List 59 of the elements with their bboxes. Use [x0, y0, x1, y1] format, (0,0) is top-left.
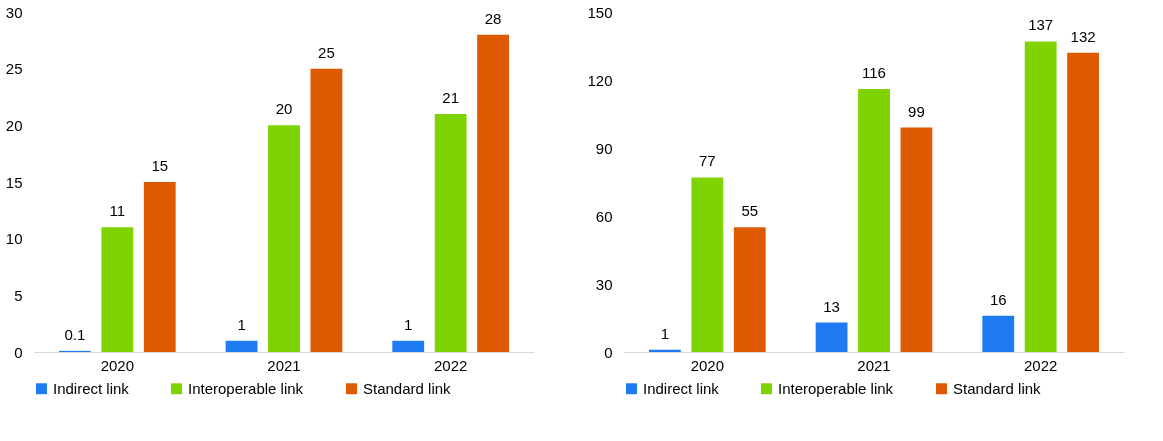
- data-label: 77: [698, 152, 716, 170]
- bar: [143, 182, 176, 352]
- data-label: 16: [989, 290, 1007, 308]
- data-label: 1: [404, 315, 413, 333]
- bar: [1024, 41, 1057, 352]
- data-label: 55: [741, 202, 759, 220]
- bar: [982, 315, 1015, 352]
- y-tick-label: 5: [14, 286, 23, 304]
- bar: [733, 227, 766, 352]
- bar: [434, 114, 467, 352]
- x-tick-label: 2021: [857, 356, 891, 374]
- bar: [225, 340, 258, 352]
- legend-label: Indirect link: [643, 379, 720, 397]
- y-tick-label: 120: [587, 71, 613, 89]
- x-tick-label: 2020: [100, 356, 135, 374]
- data-label: 15: [151, 157, 169, 174]
- y-tick-label: 0: [14, 343, 23, 361]
- data-label: 13: [823, 297, 840, 315]
- bar: [691, 177, 724, 352]
- legend-label: Standard link: [953, 379, 1042, 397]
- y-tick-label: 90: [595, 139, 613, 157]
- x-tick-label: 2022: [433, 356, 468, 374]
- data-label: 25: [318, 43, 335, 61]
- bar: [815, 322, 848, 352]
- y-tick-label: 15: [5, 173, 23, 191]
- y-tick-label: 60: [595, 207, 613, 225]
- y-tick-label: 30: [5, 3, 23, 21]
- x-tick-label: 2021: [267, 356, 301, 374]
- y-tick-label: 30: [595, 275, 613, 293]
- data-label: 0.1: [64, 325, 86, 343]
- data-label: 1: [660, 324, 670, 342]
- legend-label: Standard link: [363, 379, 452, 397]
- data-label: 137: [1028, 16, 1054, 34]
- bar: [310, 68, 343, 352]
- data-label: 132: [1070, 27, 1096, 45]
- data-label: 11: [109, 202, 126, 220]
- data-label: 28: [484, 9, 502, 27]
- bar: [392, 340, 425, 352]
- data-label: 99: [908, 102, 925, 120]
- x-tick-label: 2022: [1023, 356, 1058, 374]
- legend-label: Interoperable link: [778, 379, 894, 397]
- bar: [268, 125, 300, 352]
- y-tick-label: 10: [5, 230, 23, 248]
- y-tick-label: 0: [604, 343, 613, 361]
- y-tick-label: 20: [5, 116, 23, 134]
- legend-label: Interoperable link: [188, 379, 304, 397]
- bar: [101, 227, 134, 352]
- data-label: 1: [237, 315, 246, 333]
- bar: [477, 34, 509, 352]
- bar: [858, 89, 890, 352]
- y-tick-label: 150: [587, 3, 613, 21]
- bar: [1067, 52, 1099, 352]
- legend-label: Indirect link: [53, 379, 130, 397]
- data-label: 21: [442, 89, 460, 106]
- data-label: 116: [862, 64, 886, 82]
- data-label: 20: [275, 100, 293, 118]
- bar: [900, 127, 933, 352]
- x-tick-label: 2020: [690, 356, 725, 374]
- y-tick-label: 25: [5, 60, 23, 78]
